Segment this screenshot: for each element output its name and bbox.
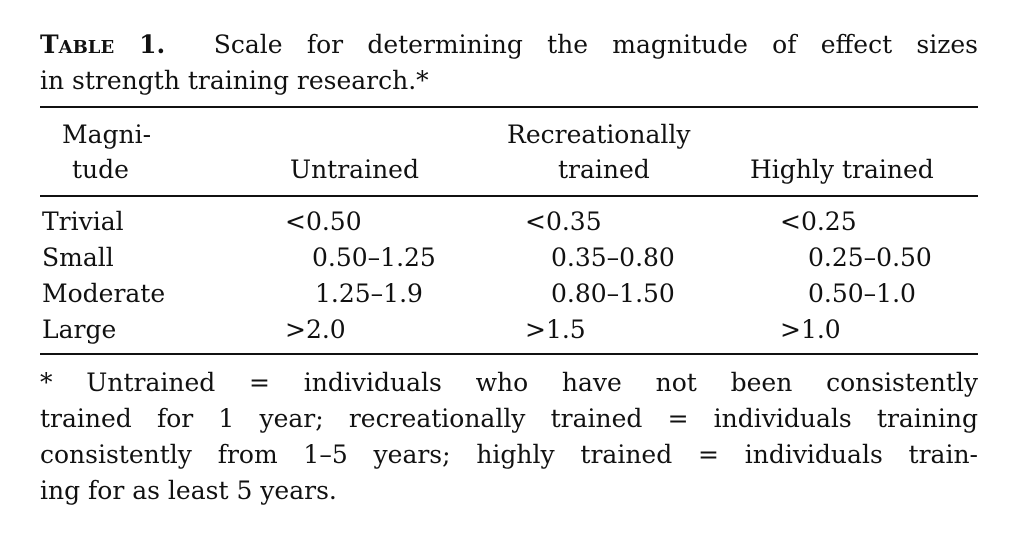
header-recreational-1: Recreationally (507, 120, 691, 149)
cell-untrained: 0.50–1.25 (312, 243, 436, 272)
table-caption-line2: in strength training research.* (40, 66, 429, 95)
cell-magnitude: Large (42, 315, 117, 344)
cell-untrained: 1.25–1.9 (315, 279, 423, 308)
cell-recreational: 0.35–0.80 (551, 243, 675, 272)
cell-untrained: >2.0 (285, 315, 346, 344)
cell-highly: 0.50–1.0 (808, 279, 916, 308)
cell-highly: >1.0 (780, 315, 841, 344)
top-rule (40, 106, 978, 108)
footnote-line: ing for as least 5 years. (40, 476, 337, 505)
footnote-line: consistently from 1–5 years; highly trai… (40, 440, 978, 469)
bottom-rule (40, 353, 978, 355)
caption-text: Scale for determining the magnitude of e… (213, 30, 978, 59)
cell-magnitude: Trivial (42, 207, 124, 236)
cell-untrained: <0.50 (285, 207, 362, 236)
cell-recreational: 0.80–1.50 (551, 279, 675, 308)
footnote-line: * Untrained = individuals who have not b… (40, 368, 978, 397)
header-magnitude-1: Magni- (62, 120, 152, 149)
header-highly-trained: Highly trained (750, 155, 934, 184)
table-caption-line1: Table 1. Scale for determining the magni… (40, 30, 978, 60)
cell-magnitude: Moderate (42, 279, 166, 308)
header-recreational-2: trained (558, 155, 650, 184)
header-rule (40, 195, 978, 197)
cell-recreational: >1.5 (525, 315, 586, 344)
cell-highly: <0.25 (780, 207, 857, 236)
cell-magnitude: Small (42, 243, 114, 272)
cell-recreational: <0.35 (525, 207, 602, 236)
header-untrained: Untrained (290, 155, 419, 184)
cell-highly: 0.25–0.50 (808, 243, 932, 272)
header-magnitude-2: tude (72, 155, 129, 184)
table-label: Table 1. (40, 30, 166, 59)
footnote-line: trained for 1 year; recreationally train… (40, 404, 978, 433)
